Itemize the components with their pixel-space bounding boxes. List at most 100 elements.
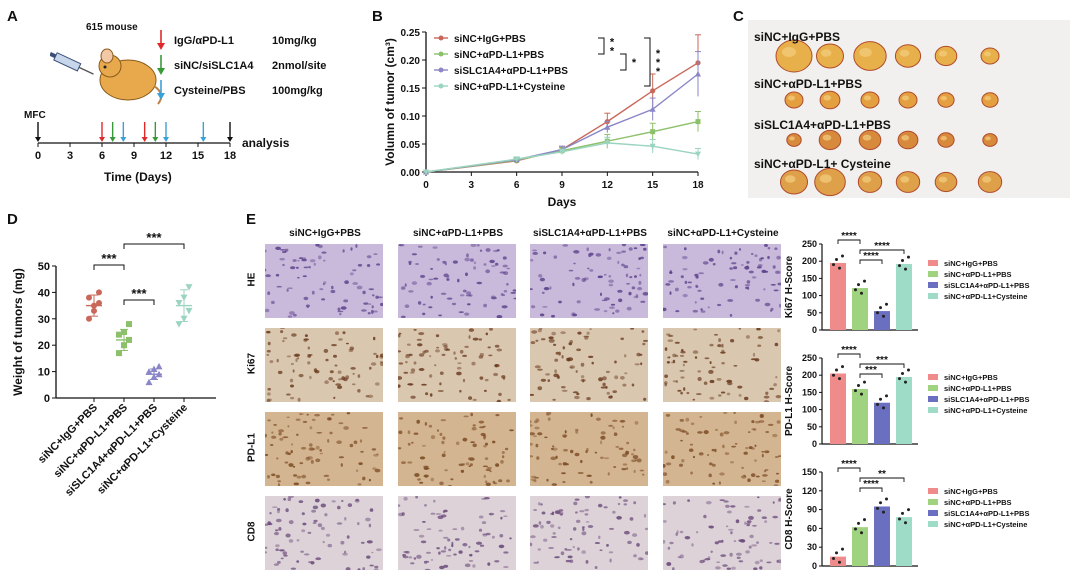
y-tick-label: 0: [812, 561, 817, 571]
panel-letter-c: C: [733, 8, 744, 25]
sig-stars: ****: [841, 231, 857, 242]
tumor-highlight: [822, 134, 832, 141]
y-tick-label: 200: [802, 256, 817, 266]
bar-point: [838, 377, 841, 381]
data-point: [423, 169, 429, 176]
sig-bracket: [620, 53, 627, 71]
bar: [852, 288, 868, 330]
tumor-highlight: [821, 49, 832, 57]
x-tick-label: 15: [647, 180, 659, 191]
bar-point: [882, 314, 885, 318]
bar-point: [863, 279, 866, 283]
micrograph-texture: [265, 496, 382, 570]
bar-point: [898, 517, 901, 521]
mouse-syringe-illustration: [49, 30, 170, 110]
timeline-arrowhead: [227, 137, 233, 142]
treatment-dose: 100mg/kg: [272, 85, 323, 97]
timeline-tick-label: 15: [192, 150, 204, 162]
tumor-specimen: [981, 92, 999, 108]
tumor-highlight: [900, 176, 910, 183]
data-point: [155, 362, 163, 370]
data-point: [649, 143, 656, 150]
bar-point: [907, 255, 910, 259]
y-tick-label: 0.00: [401, 168, 421, 179]
sig-bracket: [837, 239, 861, 244]
tumor-highlight: [982, 176, 992, 183]
micrograph-column-title: siNC+IgG+PBS: [289, 228, 361, 239]
bar: [830, 373, 846, 444]
treatment-dose: 10mg/kg: [272, 35, 317, 47]
x-tick-label: 0: [423, 180, 429, 191]
micrograph-texture: [663, 412, 781, 486]
data-point: [185, 284, 193, 291]
y-axis-title: CD8 H-Score: [784, 488, 795, 550]
micrograph-texture: [530, 244, 648, 318]
panel-letter-b: B: [372, 8, 383, 25]
tumor-highlight: [819, 174, 832, 183]
bar-point: [907, 508, 910, 512]
tumor-highlight: [788, 95, 795, 101]
bar-point: [832, 556, 835, 560]
bar-point: [904, 521, 907, 525]
micrograph-row-label: PD-L1: [246, 433, 258, 462]
bar-point: [876, 311, 879, 315]
timeline-arrowhead: [152, 137, 159, 142]
bar-point: [901, 511, 904, 515]
data-point: [126, 321, 132, 328]
bar-point: [904, 380, 907, 384]
legend-marker: [438, 35, 444, 41]
legend-swatch: [928, 521, 938, 527]
y-tick-label: 120: [802, 486, 817, 496]
analysis-label: analysis: [242, 136, 290, 150]
y-tick-label: 150: [802, 467, 817, 477]
bar-point: [879, 501, 882, 505]
sig-stars: ***: [876, 355, 888, 366]
treatment-arrow: [157, 30, 165, 50]
sig-stars: **: [878, 469, 886, 480]
sig-bracket: [859, 249, 905, 254]
treatment-dose: 2nmol/site: [272, 60, 327, 72]
legend-label: siSLC1A4+αPD-L1+PBS: [944, 281, 1029, 290]
treatment-arrow: [157, 55, 165, 75]
series-line: [425, 62, 699, 173]
x-tick-label: 6: [514, 180, 520, 191]
micrograph-tile: [265, 328, 383, 402]
bar-point: [835, 368, 838, 372]
sig-bracket: [859, 373, 883, 378]
x-axis-title: Days: [548, 195, 577, 209]
bar: [874, 506, 890, 566]
micrograph-texture: [663, 496, 781, 570]
timeline: 0 3 6 9 12 15 18: [35, 122, 236, 162]
legend-label: siNC+IgG+PBS: [944, 373, 998, 382]
treatment-name: Cysteine/PBS: [174, 85, 246, 97]
tumor-highlight: [902, 95, 909, 101]
micrograph-texture: [398, 412, 514, 486]
bar-point: [863, 518, 866, 522]
y-axis-title: Volumn of tumor (cm³): [383, 38, 397, 166]
sig-bracket: [93, 264, 125, 270]
legend-swatch: [928, 293, 938, 299]
tumor-specimen: [786, 133, 802, 147]
data-point: [145, 378, 153, 386]
data-point: [86, 315, 92, 322]
tumor-highlight: [940, 95, 947, 101]
treatment-arrow: [157, 80, 165, 100]
tumor-highlight: [938, 50, 948, 57]
legend-label: siNC+IgG+PBS: [454, 34, 526, 45]
sig-bracket: [598, 37, 605, 55]
tumor-volume-line-chart: 0.00 0.05 0.10 0.15 0.20 0.25 0 3 6 9 12 15 18 Days Vo…: [383, 28, 704, 209]
legend-swatch: [928, 396, 938, 402]
y-tick-label: 30: [807, 542, 817, 552]
tumor-highlight: [984, 51, 991, 57]
data-point: [185, 307, 193, 315]
tumor-highlight: [782, 47, 796, 57]
bar-point: [901, 259, 904, 263]
bar-point: [857, 283, 860, 287]
bar-point: [876, 506, 879, 510]
micrograph-texture: [266, 328, 383, 402]
y-tick-label: 250: [802, 353, 817, 363]
tumor-specimen: [819, 90, 841, 110]
sig-star: *: [656, 66, 661, 78]
sig-bracket: [859, 259, 883, 264]
